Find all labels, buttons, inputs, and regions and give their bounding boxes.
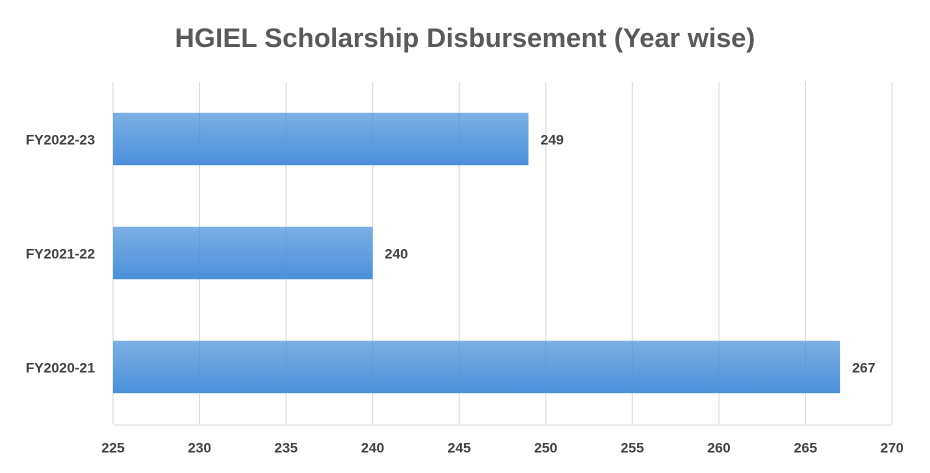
bar [113, 112, 529, 166]
x-tick-label: 245 [448, 440, 472, 456]
y-tick-label: FY2021-22 [26, 246, 95, 262]
data-label: 267 [852, 360, 876, 376]
data-label: 240 [385, 246, 409, 262]
x-tick-label: 260 [707, 440, 731, 456]
data-label: 249 [540, 132, 564, 148]
x-tick-label: 225 [101, 440, 125, 456]
x-tick-label: 270 [880, 440, 904, 456]
x-tick-label: 265 [794, 440, 818, 456]
bar [113, 226, 373, 280]
bar [113, 340, 841, 394]
chart-title: HGIEL Scholarship Disbursement (Year wis… [175, 23, 755, 53]
x-tick-label: 235 [274, 440, 298, 456]
x-tick-label: 240 [361, 440, 385, 456]
y-tick-label: FY2020-21 [26, 360, 95, 376]
y-tick-label: FY2022-23 [26, 132, 95, 148]
x-tick-label: 255 [621, 440, 645, 456]
x-tick-label: 250 [534, 440, 558, 456]
x-tick-label: 230 [188, 440, 212, 456]
